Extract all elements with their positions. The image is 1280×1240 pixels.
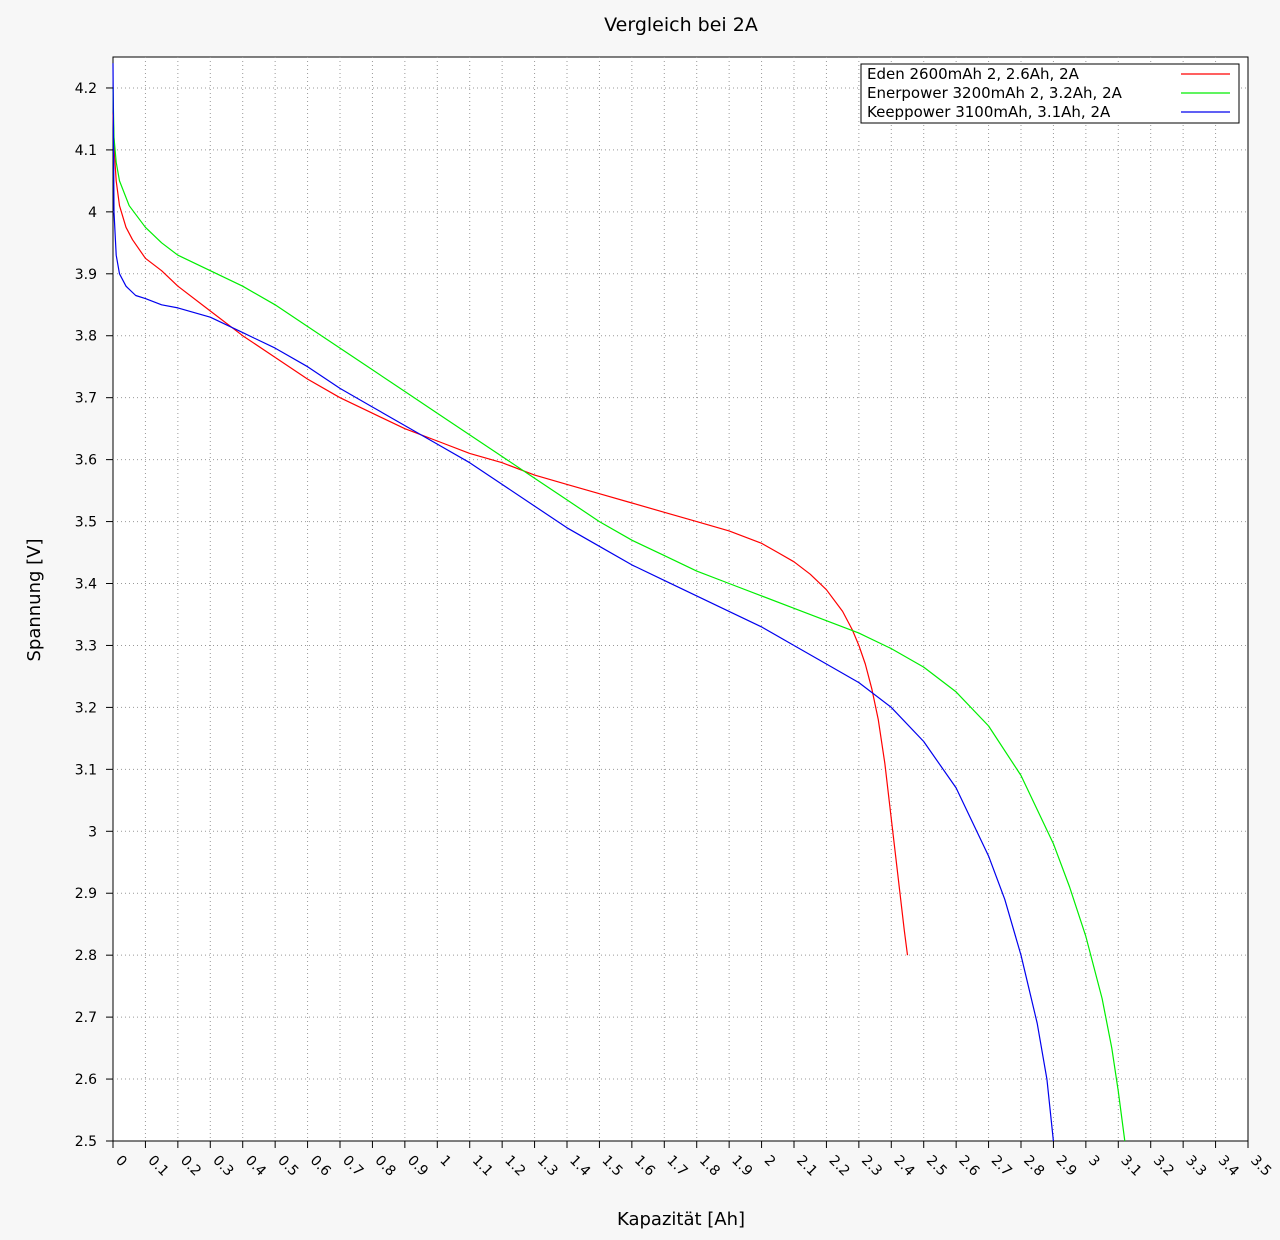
y-tick-label: 3.6: [75, 453, 97, 469]
x-tick-label: 1.4: [566, 1153, 593, 1180]
x-tick-label: 1.7: [663, 1153, 690, 1180]
y-tick-label: 3.2: [75, 700, 97, 716]
x-tick-label: 0.7: [339, 1153, 366, 1180]
x-tick-label: 2: [761, 1153, 779, 1171]
x-axis-label: Kapazität [Ah]: [617, 1209, 745, 1230]
x-tick-label: 2.4: [890, 1153, 917, 1180]
y-axis-label: Spannung [V]: [24, 538, 45, 661]
x-tick-label: 0: [112, 1153, 130, 1171]
x-axis: 0 0.1 0.2 0.3 0.4 0.5 0.6 0.7 0.8 0.9 1 1.1 1.2 1.3 1.…: [112, 1141, 1274, 1180]
plot-area-frame: [112, 56, 1249, 1142]
x-tick-label: 2.5: [923, 1153, 950, 1180]
x-tick-label: 1: [436, 1153, 454, 1171]
y-tick-label: 2.7: [75, 1010, 97, 1026]
y-tick-label: 3.4: [75, 577, 97, 593]
x-tick-label: 0.5: [274, 1153, 301, 1180]
y-tick-label: 4.2: [75, 81, 97, 97]
x-tick-label: 1.6: [631, 1153, 658, 1180]
y-tick-label: 3.5: [75, 515, 97, 531]
x-tick-label: 0.9: [404, 1153, 431, 1180]
x-tick-label: 1.8: [696, 1153, 723, 1180]
x-tick-label: 2.8: [1020, 1153, 1047, 1180]
grid: [113, 57, 1248, 1141]
series-line-3: [112, 63, 1054, 1142]
x-tick-label: 2.1: [793, 1153, 820, 1180]
x-tick-label: 2.3: [858, 1153, 885, 1180]
y-tick-label: 2.9: [75, 886, 97, 902]
x-tick-label: 0.2: [177, 1153, 204, 1180]
x-tick-label: 3: [1085, 1153, 1103, 1171]
x-tick-label: 3.2: [1150, 1153, 1177, 1180]
y-tick-label: 3: [88, 824, 97, 840]
x-tick-label: 2.9: [1053, 1153, 1080, 1180]
y-tick-label: 3.3: [75, 638, 97, 654]
x-tick-label: 2.2: [826, 1153, 853, 1180]
x-tick-label: 0.1: [145, 1153, 172, 1180]
legend-box: [860, 63, 1240, 124]
legend-label-2: Enerpower 3200mAh 2, 3.2Ah, 2A: [867, 84, 1123, 102]
y-tick-label: 3.7: [75, 391, 97, 407]
series-line-2: [112, 87, 1126, 1142]
y-tick-label: 3.9: [75, 267, 97, 283]
x-tick-label: 1.1: [469, 1153, 496, 1180]
x-tick-label: 2.7: [988, 1153, 1015, 1180]
x-tick-label: 3.5: [1247, 1153, 1274, 1180]
x-tick-label: 3.4: [1215, 1153, 1242, 1180]
y-tick-label: 2.8: [75, 948, 97, 964]
x-tick-label: 0.6: [307, 1153, 334, 1180]
series-layer: [112, 63, 1126, 1142]
x-tick-label: 0.4: [242, 1153, 269, 1180]
x-tick-label: 1.2: [501, 1153, 528, 1180]
y-tick-label: 4: [88, 205, 97, 221]
y-tick-label: 3.1: [75, 762, 97, 778]
x-tick-label: 1.3: [534, 1153, 561, 1180]
series-line-1: [112, 112, 909, 956]
x-tick-label: 0.3: [209, 1153, 236, 1180]
x-tick-label: 0.8: [372, 1153, 399, 1180]
chart-title: Vergleich bei 2A: [604, 14, 758, 36]
y-tick-label: 2.6: [75, 1072, 97, 1088]
y-tick-label: 2.5: [75, 1134, 97, 1150]
x-tick-label: 3.3: [1182, 1153, 1209, 1180]
x-tick-label: 3.1: [1117, 1153, 1144, 1180]
x-tick-label: 1.5: [599, 1153, 626, 1180]
y-tick-label: 4.1: [75, 143, 97, 159]
x-tick-label: 2.6: [955, 1153, 982, 1180]
y-axis: 2.5 2.6 2.7 2.8 2.9 3 3.1 3.2 3.3 3.4 3.5 3.6 3.7 3.8…: [75, 81, 113, 1150]
legend-label-3: Keeppower 3100mAh, 3.1Ah, 2A: [867, 103, 1111, 121]
x-tick-label: 1.9: [728, 1153, 755, 1180]
legend-label-1: Eden 2600mAh 2, 2.6Ah, 2A: [867, 65, 1080, 83]
y-tick-label: 3.8: [75, 329, 97, 345]
